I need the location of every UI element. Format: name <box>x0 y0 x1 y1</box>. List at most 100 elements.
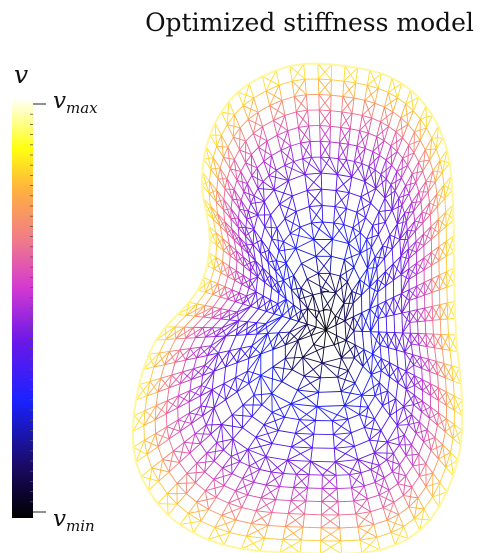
mesh-edge <box>282 526 304 540</box>
mesh-edge <box>210 433 218 443</box>
mesh-edge <box>336 158 339 175</box>
mesh-edge <box>158 471 170 482</box>
mesh-edge <box>341 391 362 396</box>
mesh-edge <box>356 145 366 149</box>
mesh-edge <box>235 250 245 267</box>
mesh-edge <box>236 383 250 393</box>
mesh-edge <box>369 279 378 309</box>
mesh-edge <box>207 532 231 541</box>
mesh-edge <box>151 467 160 482</box>
mesh-edge <box>389 398 397 416</box>
mesh-edge <box>311 157 322 174</box>
mesh-edge <box>302 158 306 175</box>
mesh-edge <box>378 316 387 319</box>
mesh-edge <box>242 256 245 267</box>
mesh-edge <box>370 374 376 396</box>
mesh-edge <box>401 312 411 323</box>
mesh-edge <box>402 332 412 345</box>
mesh-edge <box>413 201 422 212</box>
mesh-edge <box>193 368 203 376</box>
mesh-edge <box>300 308 308 312</box>
mesh-edge <box>293 474 310 488</box>
mesh-edge <box>261 497 276 501</box>
mesh-edge <box>228 494 248 504</box>
mesh-edge <box>234 280 243 285</box>
mesh-edge <box>271 412 279 431</box>
mesh-edge <box>280 130 289 151</box>
mesh-edge <box>229 532 247 537</box>
mesh-edge <box>279 473 284 487</box>
mesh-edge <box>185 337 196 339</box>
mesh-edge <box>143 366 154 370</box>
mesh-edge <box>188 385 202 403</box>
mesh-edge <box>369 278 378 288</box>
mesh-edge <box>411 191 420 203</box>
mesh-edge <box>406 220 416 231</box>
mesh-edge <box>220 299 229 309</box>
mesh-edge <box>431 137 437 150</box>
mesh-edge <box>207 335 227 356</box>
mesh-edge <box>378 211 386 223</box>
mesh-edge <box>263 155 272 162</box>
mesh-edge <box>417 333 420 346</box>
mesh-edge <box>344 320 347 341</box>
mesh-edge <box>157 378 162 392</box>
mesh-edge <box>291 287 302 290</box>
mesh-edge <box>363 349 373 355</box>
mesh-edge <box>445 452 451 468</box>
mesh-edge <box>211 327 217 337</box>
mesh-edge <box>308 188 323 207</box>
mesh-edge <box>196 490 206 503</box>
mesh-edge <box>233 159 242 172</box>
mesh-edge <box>364 481 376 487</box>
mesh-edge <box>260 538 265 552</box>
mesh-edge <box>247 211 255 230</box>
mesh-edge <box>336 335 347 341</box>
mesh-edge <box>223 157 231 170</box>
mesh-edge <box>260 239 262 254</box>
mesh-edge <box>200 405 215 409</box>
mesh-edge <box>240 334 247 349</box>
mesh-edge <box>359 232 367 240</box>
mesh-edge <box>335 459 358 463</box>
mesh-edge <box>228 490 236 504</box>
mesh-edge <box>290 403 318 407</box>
mesh-edge <box>434 347 437 362</box>
mesh-edge <box>217 213 226 222</box>
mesh-edge <box>446 271 455 285</box>
mesh-edge <box>322 309 327 331</box>
mesh-edge <box>189 412 192 424</box>
mesh-edge <box>344 259 355 268</box>
mesh-edge <box>311 222 333 240</box>
mesh-edge <box>195 327 204 338</box>
mesh-edge <box>303 362 323 377</box>
mesh-edge <box>374 88 379 104</box>
mesh-edge <box>202 317 213 328</box>
mesh-edge <box>263 416 285 426</box>
mesh-edge <box>302 344 315 358</box>
mesh-edge <box>339 128 351 144</box>
mesh-edge <box>392 263 402 275</box>
mesh-edge <box>439 482 448 493</box>
mesh-edge <box>413 110 421 120</box>
mesh-edge <box>371 247 376 258</box>
mesh-edge <box>247 308 259 322</box>
mesh-edge <box>249 276 258 281</box>
mesh-edge <box>436 137 444 150</box>
mesh-edge <box>418 441 425 455</box>
mesh-edge <box>410 343 414 355</box>
mesh-edge <box>416 294 425 299</box>
mesh-edge <box>220 135 224 158</box>
mesh-edge <box>200 405 204 416</box>
mesh-edge <box>378 331 389 348</box>
mesh-edge <box>404 213 407 222</box>
mesh-edge <box>223 199 232 209</box>
mesh-edge <box>202 365 206 376</box>
mesh-edge <box>284 416 300 421</box>
mesh-edge <box>386 425 398 443</box>
mesh-edge <box>439 286 448 291</box>
mesh-edge <box>393 312 402 316</box>
mesh-edge <box>271 155 277 171</box>
mesh-edge <box>202 305 206 318</box>
